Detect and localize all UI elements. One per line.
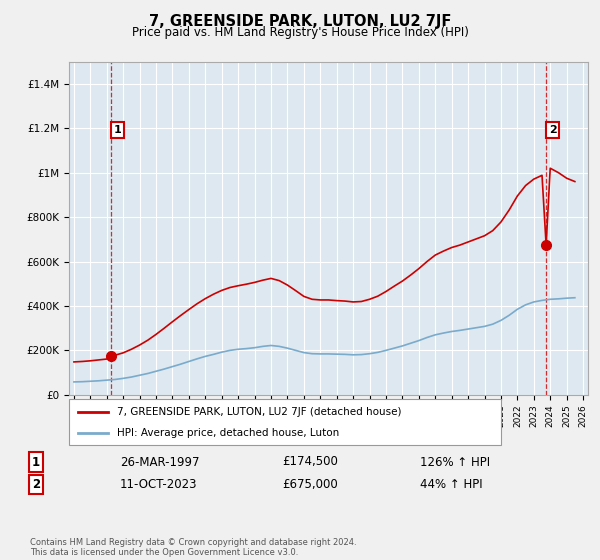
Text: 2: 2 xyxy=(549,125,557,135)
Text: 2: 2 xyxy=(32,478,40,491)
Text: £174,500: £174,500 xyxy=(282,455,338,469)
Text: £675,000: £675,000 xyxy=(282,478,338,491)
Text: 1: 1 xyxy=(113,125,121,135)
Text: 7, GREENSIDE PARK, LUTON, LU2 7JF (detached house): 7, GREENSIDE PARK, LUTON, LU2 7JF (detac… xyxy=(116,407,401,417)
Text: 26-MAR-1997: 26-MAR-1997 xyxy=(120,455,199,469)
Text: Contains HM Land Registry data © Crown copyright and database right 2024.
This d: Contains HM Land Registry data © Crown c… xyxy=(30,538,356,557)
Text: 44% ↑ HPI: 44% ↑ HPI xyxy=(420,478,482,491)
Text: Price paid vs. HM Land Registry's House Price Index (HPI): Price paid vs. HM Land Registry's House … xyxy=(131,26,469,39)
Text: 1: 1 xyxy=(32,455,40,469)
Text: 11-OCT-2023: 11-OCT-2023 xyxy=(120,478,197,491)
Text: HPI: Average price, detached house, Luton: HPI: Average price, detached house, Luto… xyxy=(116,428,339,438)
FancyBboxPatch shape xyxy=(69,399,501,445)
Text: 126% ↑ HPI: 126% ↑ HPI xyxy=(420,455,490,469)
Text: 7, GREENSIDE PARK, LUTON, LU2 7JF: 7, GREENSIDE PARK, LUTON, LU2 7JF xyxy=(149,14,451,29)
